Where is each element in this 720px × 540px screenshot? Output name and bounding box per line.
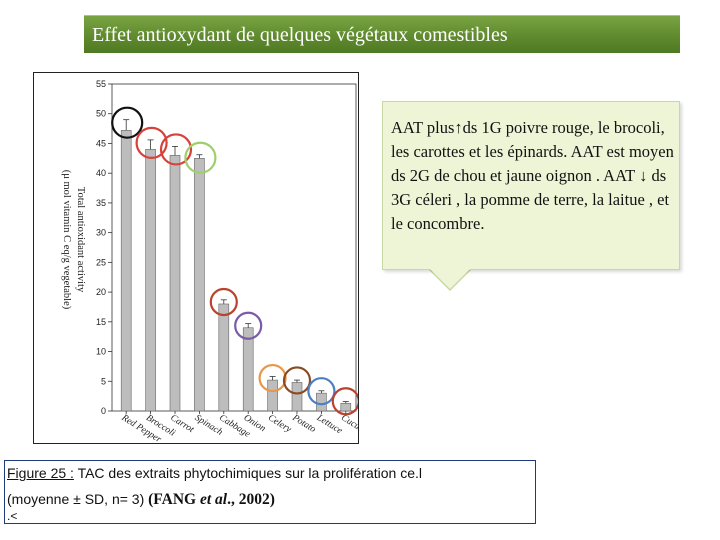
y-axis-label-line1: Total antioxidant activity xyxy=(75,187,86,293)
bar-cucumber xyxy=(340,402,352,412)
y-tick-label: 40 xyxy=(96,168,106,178)
y-tick-label: 15 xyxy=(96,317,106,327)
bar-celery xyxy=(267,379,278,412)
bar-cabbage xyxy=(218,303,230,412)
y-axis-label-line2: (μ mol vitamin C eq/g vegetable) xyxy=(61,170,72,310)
bar-onion xyxy=(242,327,254,412)
y-tick-label: 45 xyxy=(96,138,106,148)
caption-line-3: .< xyxy=(7,509,18,523)
y-tick-label: 10 xyxy=(96,347,106,357)
highlight-circle-cucumber xyxy=(331,387,358,416)
bar-broccoli xyxy=(145,149,156,412)
figure-caption: Figure 25 : TAC des extraits phytochimiq… xyxy=(4,460,536,524)
caption-ref-authors: (FANG xyxy=(148,491,200,508)
chart-frame: 0 5 10 15 20 25 30 35 40 45 50 55 Total antioxidant … xyxy=(33,72,359,444)
highlight-circle-broccoli xyxy=(135,126,168,159)
bar-lettuce xyxy=(316,392,327,412)
highlight-circle-potato xyxy=(282,366,312,395)
y-tick-label: 5 xyxy=(101,376,106,386)
caption-line-2: (moyenne ± SD, n= 3) (FANG et al., 2002) xyxy=(7,491,275,509)
highlight-circle-carrot xyxy=(159,133,193,166)
callout-box: AAT plus↑ds 1G poivre rouge, le brocoli,… xyxy=(382,101,680,270)
y-tick-label: 25 xyxy=(96,257,106,267)
title-bar: Effet antioxydant de quelques végétaux c… xyxy=(84,15,680,53)
bar-spinach xyxy=(194,158,205,412)
x-tick-label: Potato xyxy=(290,413,318,436)
x-tick-label: Lettuce xyxy=(314,413,344,437)
caption-ref-year: ., 2002) xyxy=(227,491,275,508)
highlight-circle-red-pepper xyxy=(111,106,144,139)
slide-title: Effet antioxydant de quelques végétaux c… xyxy=(92,24,508,46)
antioxidant-bar-chart: 0 5 10 15 20 25 30 35 40 45 50 55 Total antioxidant … xyxy=(61,79,358,443)
x-tick-label: Celery xyxy=(266,413,293,435)
callout-text: AAT plus↑ds 1G poivre rouge, le brocoli,… xyxy=(391,118,674,233)
y-tick-label: 50 xyxy=(96,109,106,119)
plot-area xyxy=(111,83,357,412)
caption-line-1: Figure 25 : TAC des extraits phytochimiq… xyxy=(7,465,422,481)
highlight-circle-onion xyxy=(234,311,263,340)
highlight-circle-celery xyxy=(258,363,287,393)
highlight-circle-spinach xyxy=(184,141,217,174)
bar-potato xyxy=(291,382,303,412)
caption-figure-label: Figure 25 : xyxy=(7,465,74,481)
y-tick-label: 30 xyxy=(96,228,106,238)
caption-ref-etal: et al xyxy=(199,491,228,508)
y-tick-label: 20 xyxy=(96,287,106,297)
callout-tail xyxy=(430,269,470,289)
caption-stats: (moyenne ± SD, n= 3) xyxy=(7,491,149,507)
y-tick-label: 55 xyxy=(96,79,106,89)
y-tick-label: 0 xyxy=(101,406,106,416)
caption-description: TAC des extraits phytochimiques sur la p… xyxy=(73,465,423,481)
bar-red-pepper xyxy=(120,130,132,412)
bar-carrot xyxy=(169,155,181,412)
highlight-circle-lettuce xyxy=(307,377,336,406)
y-tick-label: 35 xyxy=(96,198,106,208)
highlight-circle-cabbage xyxy=(209,287,238,317)
